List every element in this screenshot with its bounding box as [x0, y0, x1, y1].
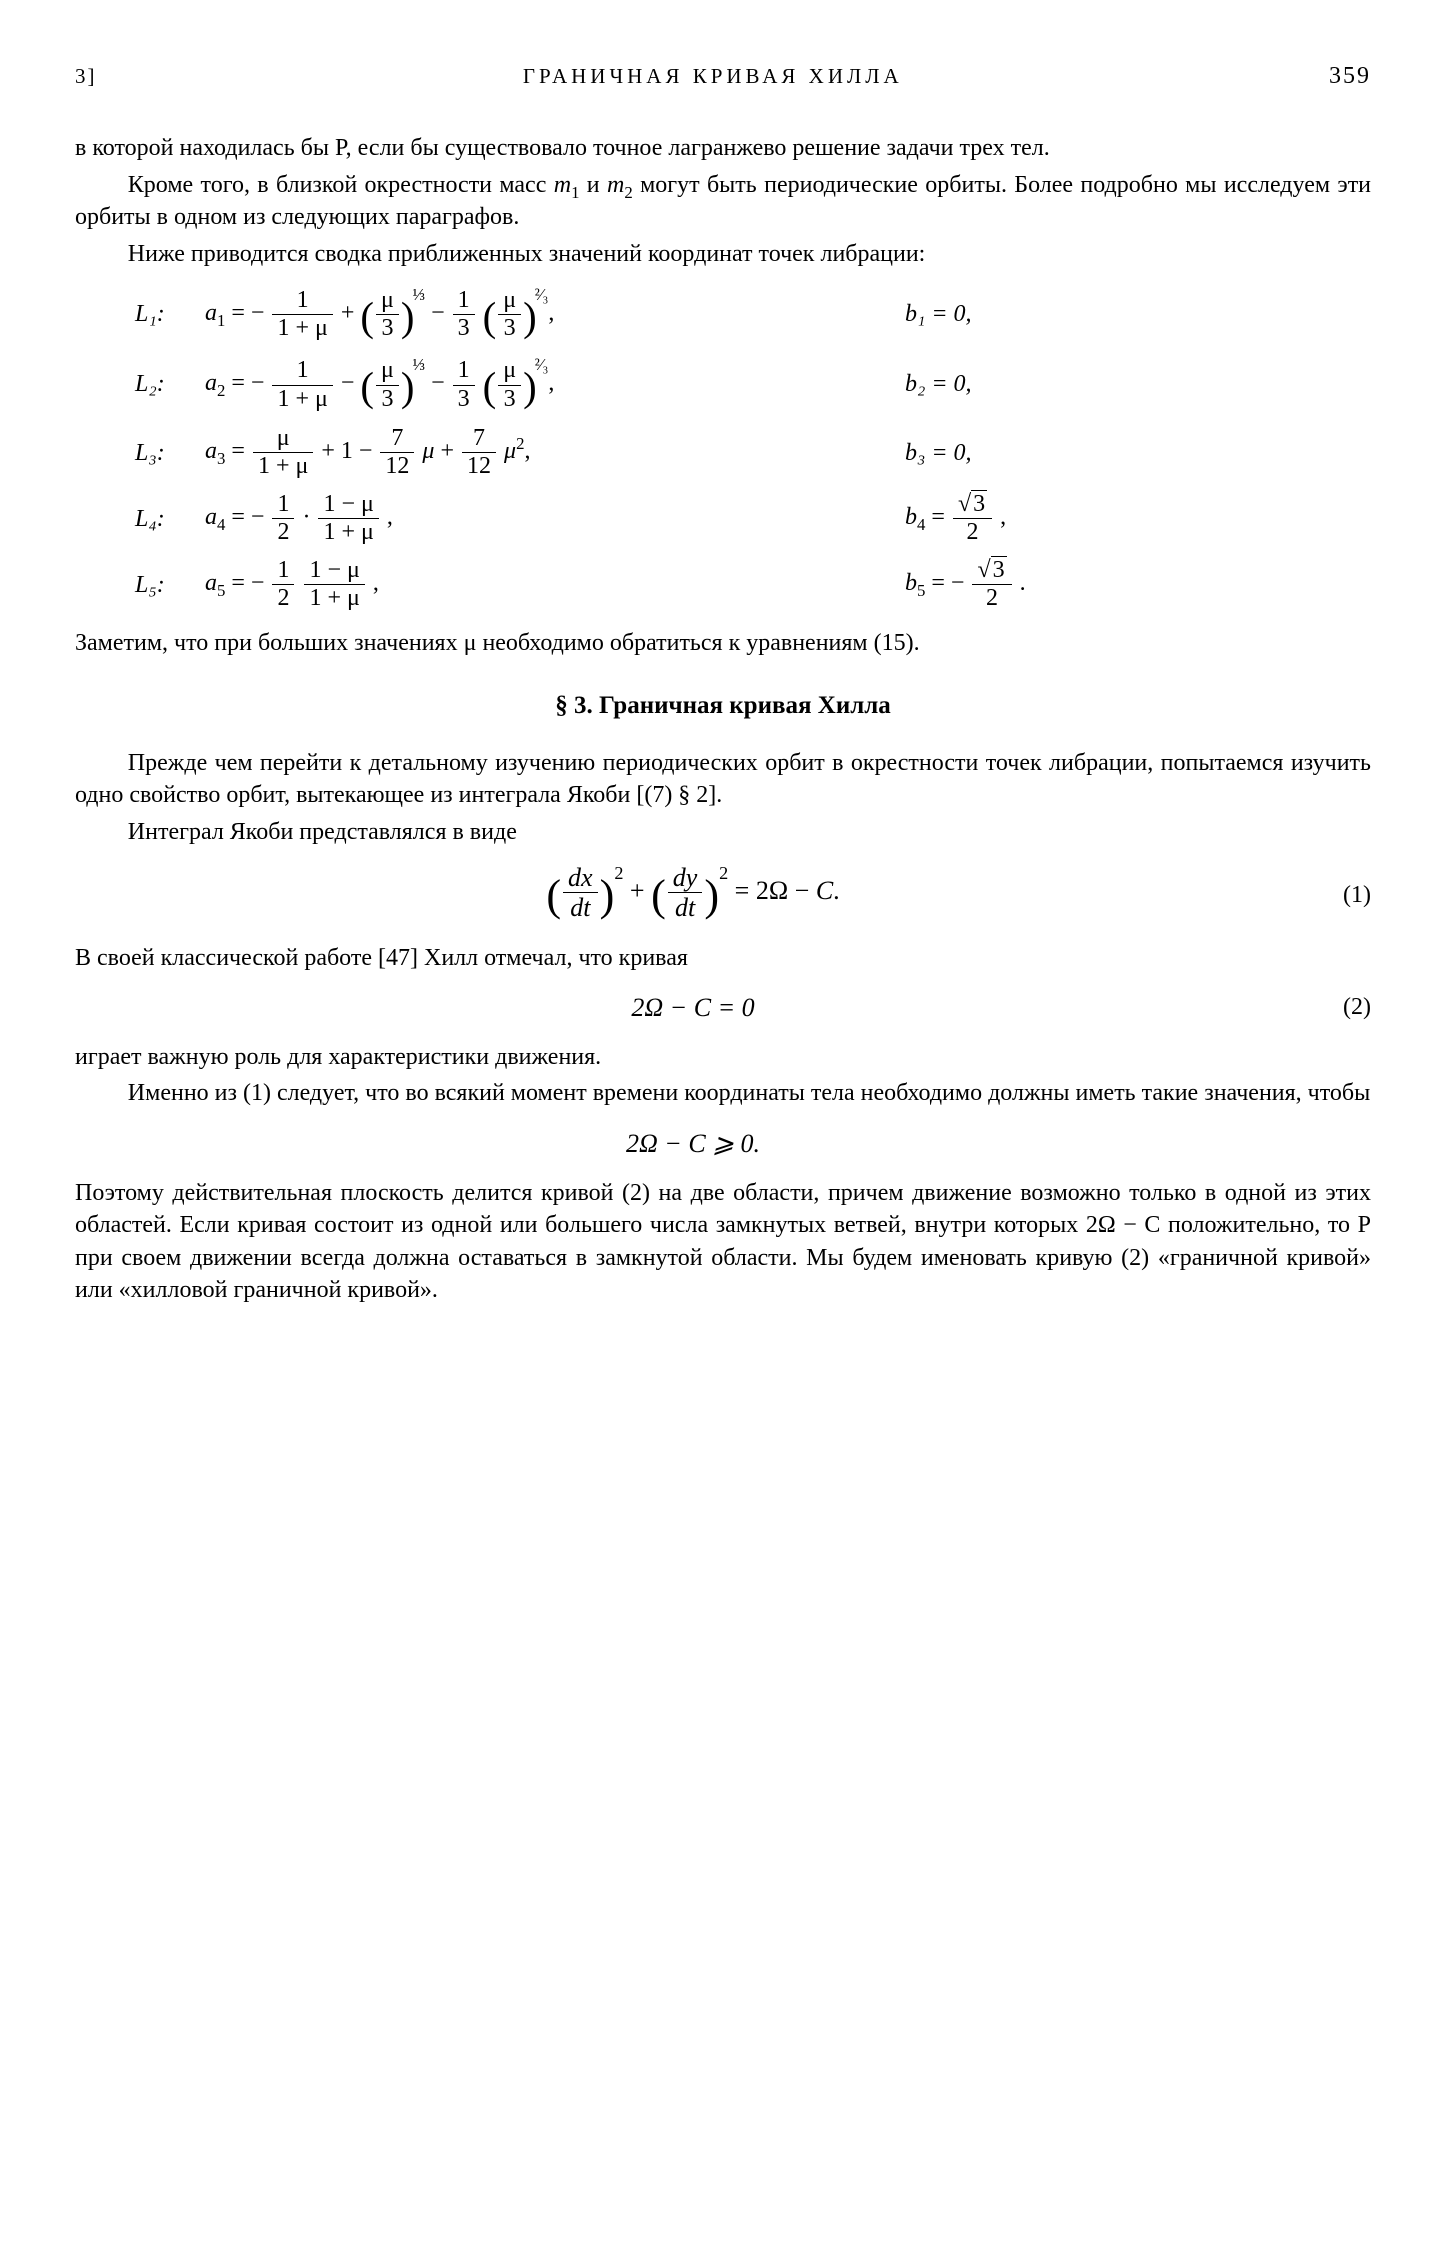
libration-equations: L₁: a1 = − 11 + μ + (μ3)⅓ − 13 (μ3)²∕₃, …	[135, 284, 1371, 613]
equation-number: (1)	[1311, 879, 1371, 911]
equation-2-content: 2Ω − C = 0	[75, 990, 1311, 1025]
section-heading: § 3. Граничная кривая Хилла	[75, 689, 1371, 723]
eq-L5: L₅: a5 = − 12 1 − μ1 + μ , b5 = − 32 .	[135, 557, 1371, 613]
paragraph-10: Поэтому действительная плоскость делится…	[75, 1177, 1371, 1307]
paragraph-4: Заметим, что при больших значениях μ нео…	[75, 627, 1371, 659]
paragraph-8: играет важную роль для характеристики дв…	[75, 1041, 1371, 1073]
eq-L4: L₄: a4 = − 12 · 1 − μ1 + μ , b4 = 32 ,	[135, 491, 1371, 547]
paragraph-6: Интеграл Якоби представлялся в виде	[75, 816, 1371, 848]
page-header: 3] ГРАНИЧНАЯ КРИВАЯ ХИЛЛА 359	[75, 60, 1371, 92]
equation-3-content: 2Ω − C ⩾ 0.	[75, 1126, 1311, 1161]
equation-3: 2Ω − C ⩾ 0.	[75, 1126, 1371, 1161]
paragraph-1: в которой находилась бы P, если бы сущес…	[75, 132, 1371, 164]
eq-L1: L₁: a1 = − 11 + μ + (μ3)⅓ − 13 (μ3)²∕₃, …	[135, 284, 1371, 344]
running-title: ГРАНИЧНАЯ КРИВАЯ ХИЛЛА	[523, 62, 903, 90]
equation-1: (dxdt)2 + (dydt)2 = 2Ω − C. (1)	[75, 864, 1371, 925]
section-ref: 3]	[75, 62, 97, 90]
equation-2: 2Ω − C = 0 (2)	[75, 990, 1371, 1025]
paragraph-5: Прежде чем перейти к детальному изучению…	[75, 747, 1371, 812]
paragraph-2: Кроме того, в близкой окрестности масс m…	[75, 169, 1371, 234]
equation-number: (2)	[1311, 991, 1371, 1023]
eq-L3: L₃: a3 = μ1 + μ + 1 − 712 μ + 712 μ2, b₃…	[135, 425, 1371, 481]
paragraph-3: Ниже приводится сводка приближенных знач…	[75, 238, 1371, 270]
paragraph-9: Именно из (1) следует, что во всякий мом…	[75, 1077, 1371, 1109]
page-number: 359	[1329, 60, 1371, 92]
paragraph-7: В своей классической работе [47] Хилл от…	[75, 942, 1371, 974]
eq-L2: L₂: a2 = − 11 + μ − (μ3)⅓ − 13 (μ3)²∕₃, …	[135, 354, 1371, 414]
